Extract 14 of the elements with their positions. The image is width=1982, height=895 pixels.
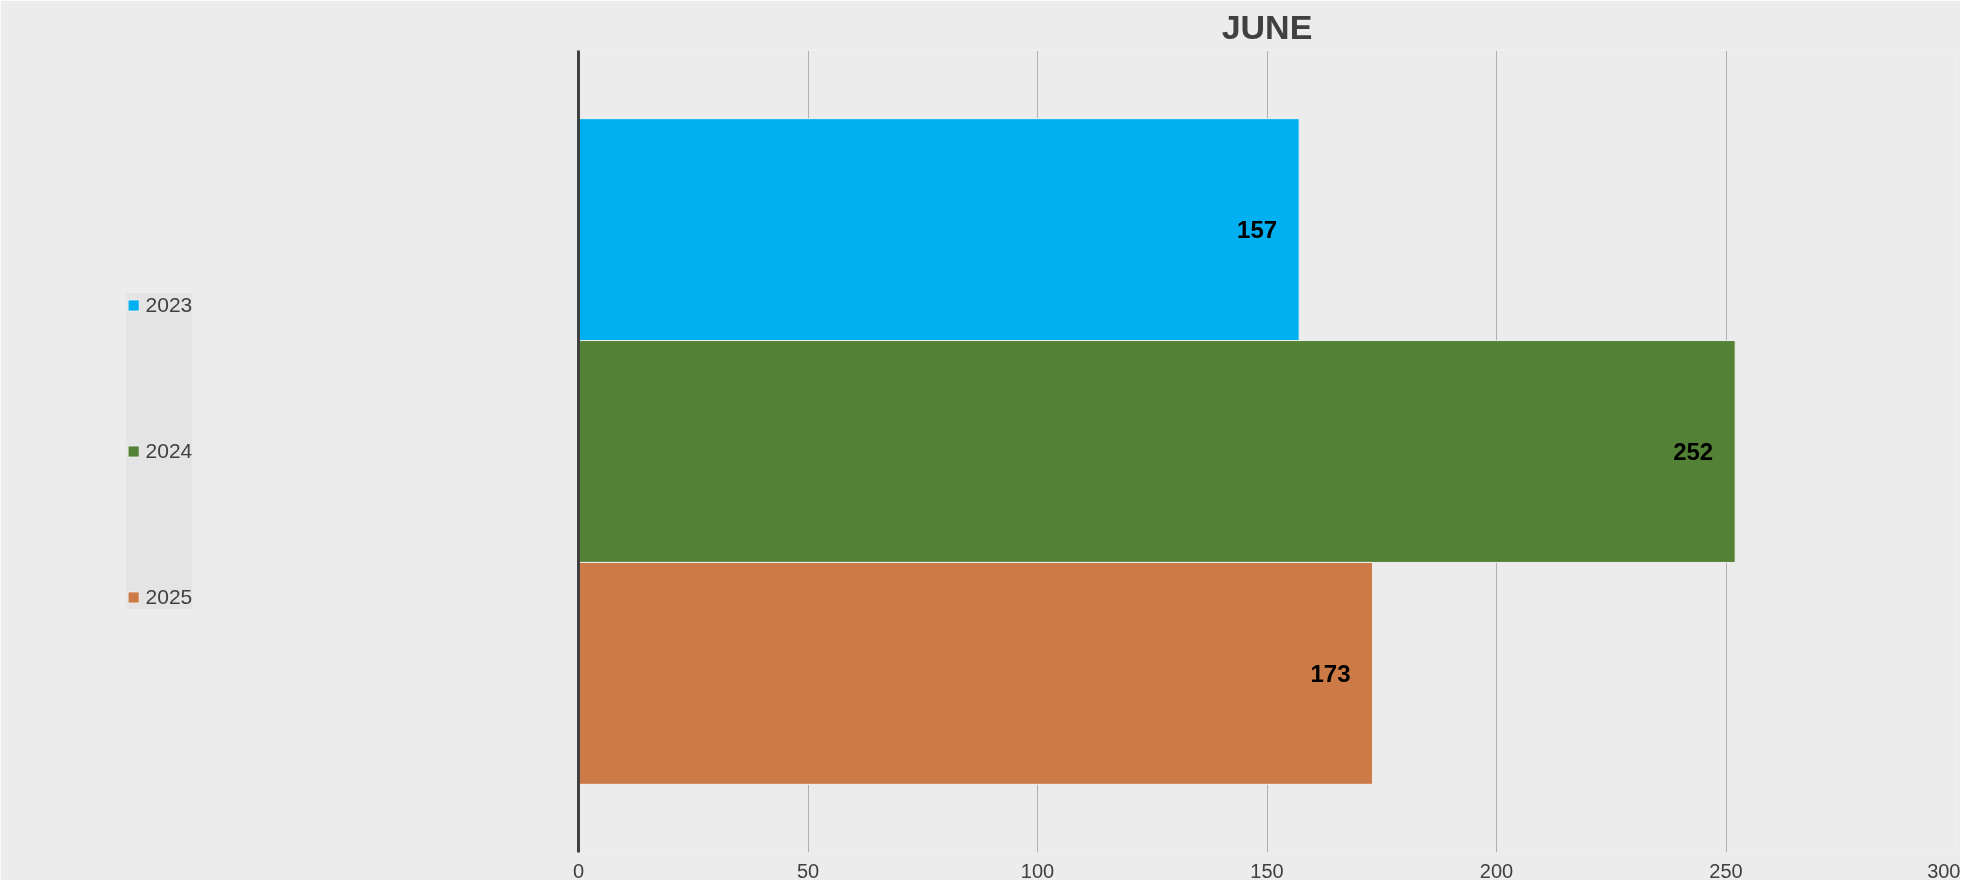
data-label: 173 bbox=[1310, 659, 1351, 687]
x-tick-label: 150 bbox=[1250, 859, 1284, 882]
x-tick-label: 300 bbox=[1927, 859, 1961, 882]
data-label: 252 bbox=[1673, 438, 1714, 465]
legend-label: 2023 bbox=[145, 293, 193, 317]
legend-label: 2025 bbox=[145, 585, 193, 609]
chart-title: JUNE bbox=[1221, 7, 1313, 46]
x-tick-label: 50 bbox=[796, 859, 820, 882]
data-label: 157 bbox=[1237, 216, 1278, 244]
x-tick-label: 200 bbox=[1479, 859, 1514, 882]
legend-label: 2024 bbox=[145, 439, 193, 463]
x-tick-label: 100 bbox=[1020, 859, 1055, 882]
x-tick-label: 0 bbox=[572, 859, 585, 882]
x-tick-label: 250 bbox=[1709, 859, 1743, 882]
